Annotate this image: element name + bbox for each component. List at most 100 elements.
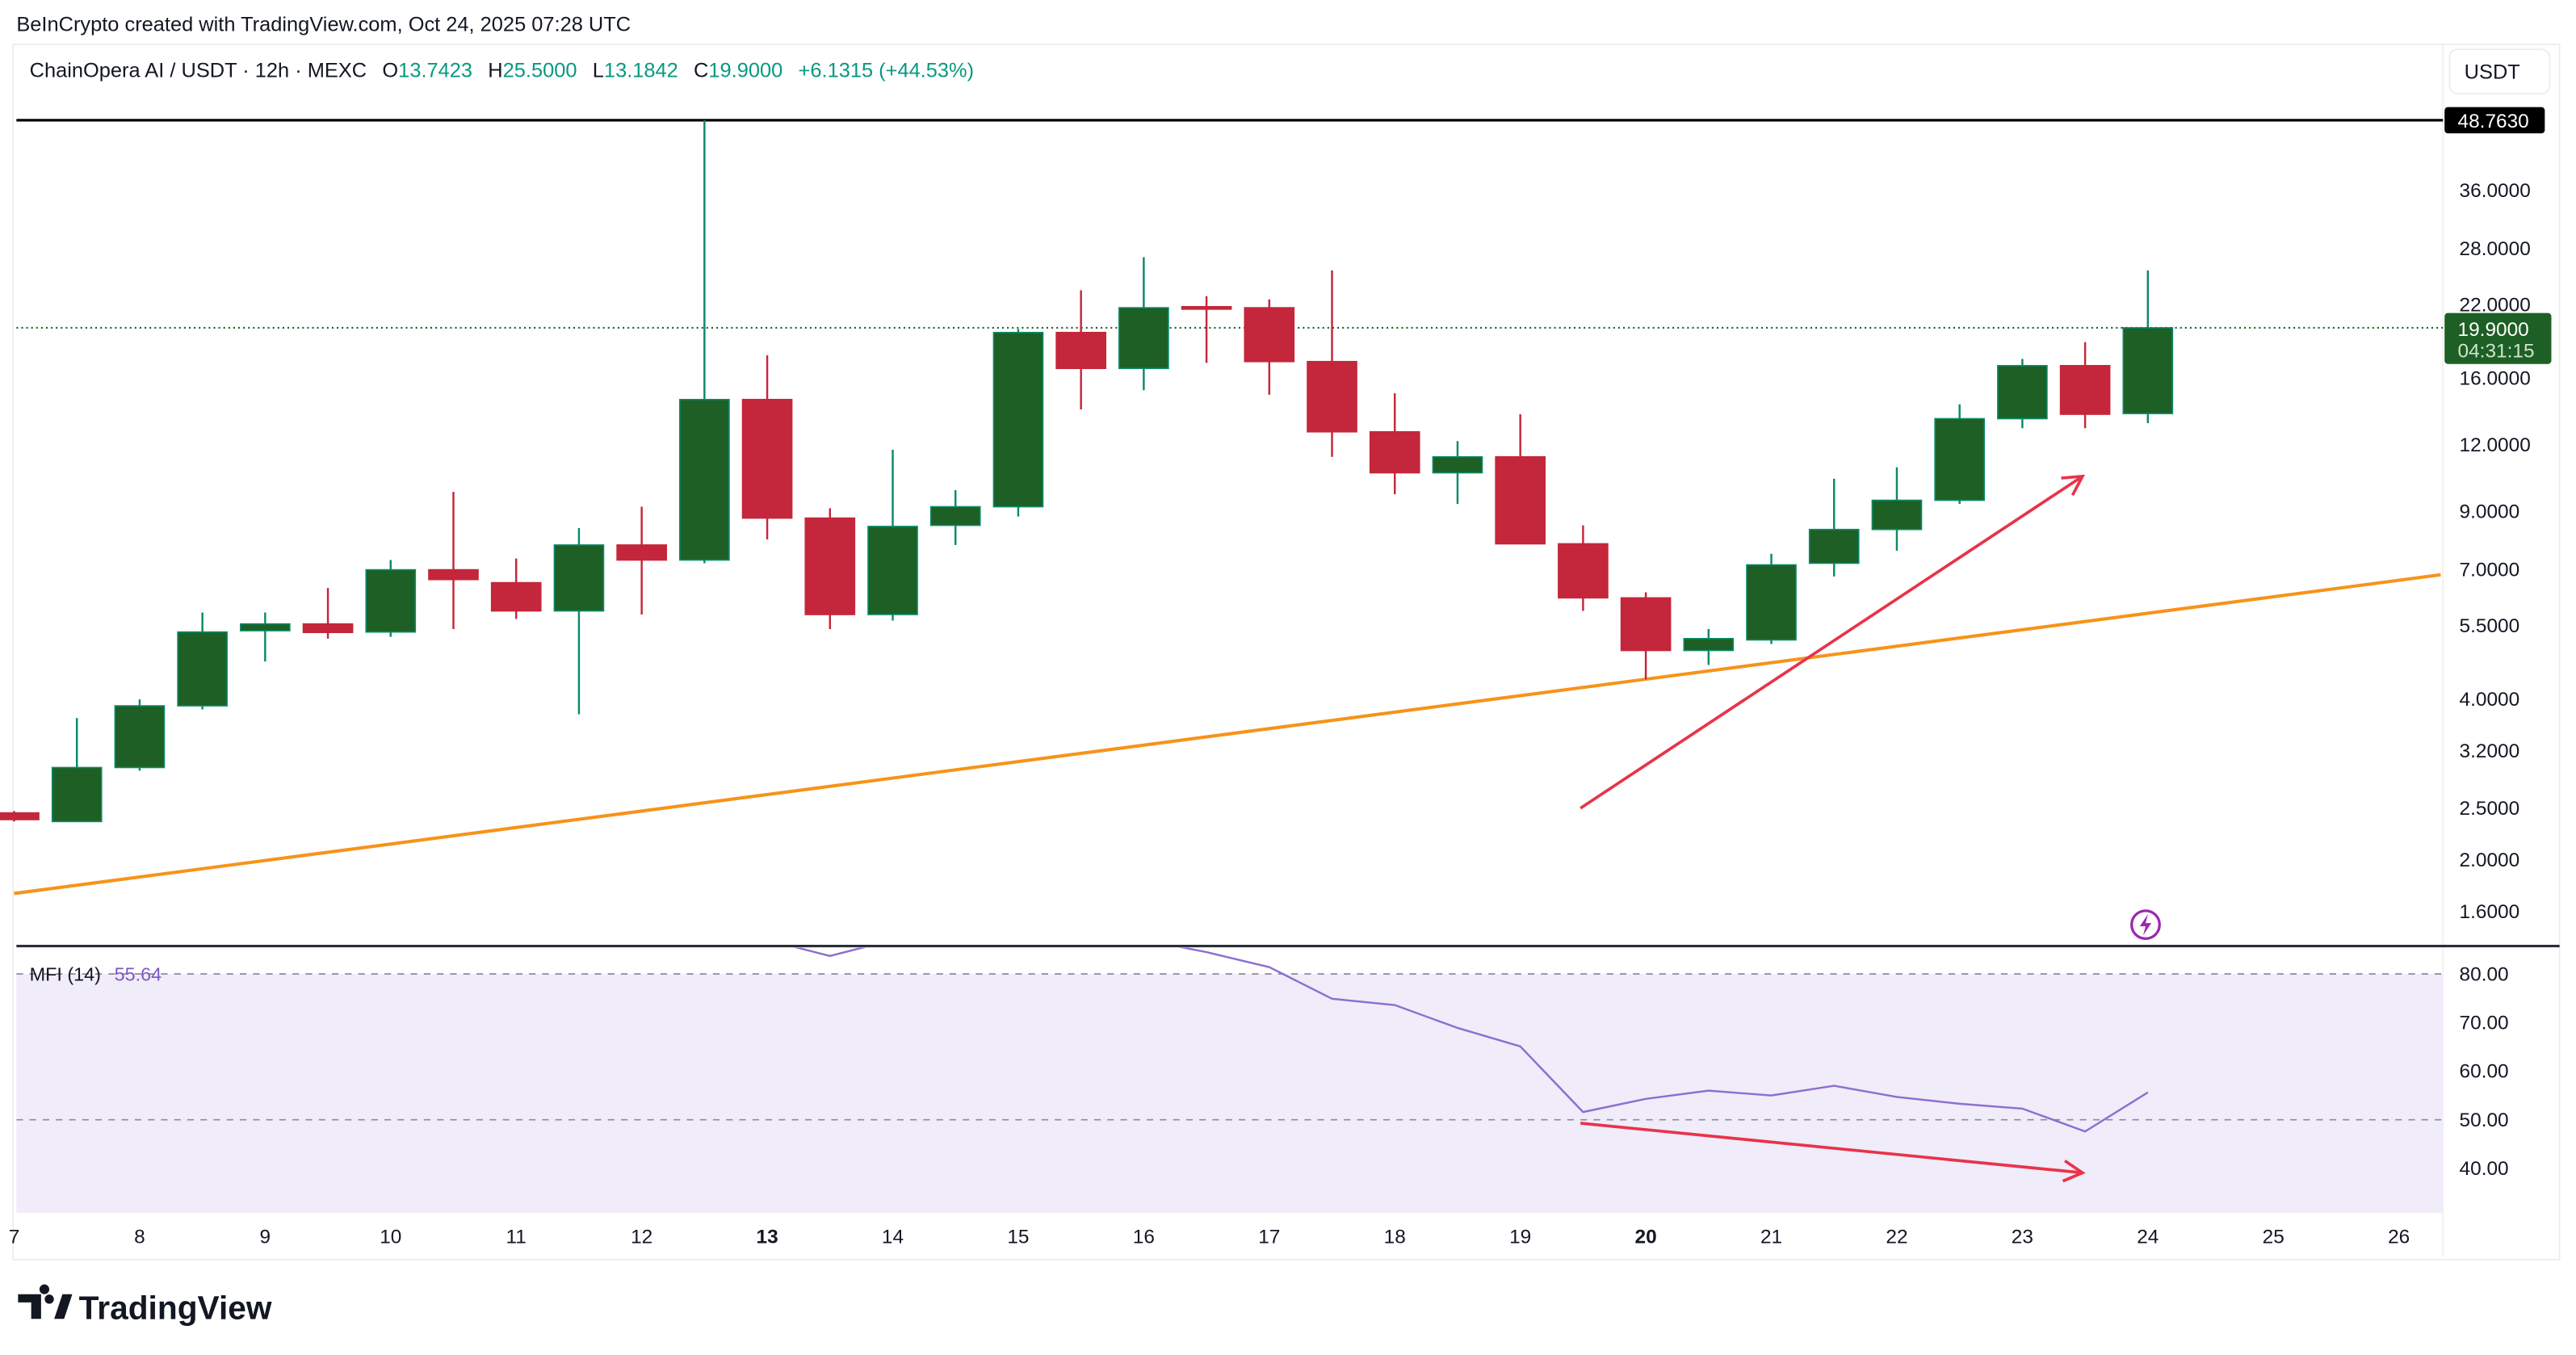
candle-down bbox=[804, 508, 856, 629]
candle-down bbox=[1620, 592, 1672, 680]
time-tick-label: 10 bbox=[380, 1227, 401, 1248]
time-tick-label: 20 bbox=[1635, 1227, 1657, 1248]
currency-button[interactable]: USDT bbox=[2448, 48, 2551, 94]
candle-up bbox=[679, 120, 730, 564]
candle-body bbox=[1495, 455, 1546, 545]
candle-down bbox=[1495, 414, 1546, 545]
candle-down bbox=[1244, 299, 1295, 395]
open-value: 13.7423 bbox=[398, 60, 472, 82]
time-tick-label: 14 bbox=[882, 1227, 904, 1248]
candle-body bbox=[1055, 331, 1106, 370]
tradingview-logo[interactable]: TradingView bbox=[18, 1284, 272, 1327]
low-value: 13.1842 bbox=[604, 60, 678, 82]
time-tick-label: 21 bbox=[1760, 1227, 1782, 1248]
candle-body bbox=[1746, 564, 1797, 641]
candle-body bbox=[302, 623, 354, 634]
symbol-label: ChainOpera AI / USDT · 12h · MEXC bbox=[30, 60, 367, 82]
mfi-value: 55.64 bbox=[115, 963, 162, 984]
candle-up bbox=[51, 718, 103, 823]
price-tick-label: 2.5000 bbox=[2460, 798, 2520, 820]
candle-up bbox=[1683, 628, 1735, 665]
mfi-band bbox=[16, 974, 2444, 1213]
price-tick-label: 12.0000 bbox=[2460, 434, 2531, 456]
candle-up bbox=[1997, 359, 2048, 429]
mfi-tick-label: 40.00 bbox=[2460, 1158, 2509, 1180]
candle-down bbox=[2059, 342, 2111, 429]
time-tick-label: 13 bbox=[757, 1227, 778, 1248]
price-tick-label: 16.0000 bbox=[2460, 368, 2531, 390]
candle-up bbox=[2122, 270, 2174, 424]
candle-body bbox=[1369, 430, 1420, 474]
candle-down bbox=[741, 355, 793, 540]
close-value: 19.9000 bbox=[708, 60, 782, 82]
mfi-tick-label: 50.00 bbox=[2460, 1110, 2509, 1131]
candle-body bbox=[867, 526, 918, 615]
svg-text:USDT: USDT bbox=[2465, 61, 2520, 84]
candle-body bbox=[1181, 305, 1232, 310]
time-tick-label: 24 bbox=[2137, 1227, 2159, 1248]
candle-body bbox=[1118, 307, 1169, 370]
candle-body bbox=[1307, 360, 1357, 433]
candle-body bbox=[1683, 638, 1735, 652]
candle-body bbox=[553, 544, 605, 612]
candle-up bbox=[553, 527, 605, 715]
candle-body bbox=[240, 623, 291, 631]
candle-up bbox=[1118, 257, 1169, 391]
time-tick-label: 17 bbox=[1258, 1227, 1280, 1248]
candle-up bbox=[867, 450, 918, 621]
credit-text: BeInCrypto created with TradingView.com,… bbox=[16, 14, 631, 36]
candle-up bbox=[177, 612, 228, 710]
lightning-icon[interactable] bbox=[2130, 909, 2161, 941]
price-tick-label: 4.0000 bbox=[2460, 689, 2520, 711]
time-tick-label: 7 bbox=[9, 1227, 20, 1248]
candle-down bbox=[1558, 525, 1609, 611]
arrow-head bbox=[2061, 474, 2086, 497]
candle-down bbox=[1055, 290, 1106, 409]
candle-up bbox=[1746, 553, 1797, 644]
candle-body bbox=[1997, 364, 2048, 420]
trendline[interactable] bbox=[14, 573, 2441, 896]
time-tick-label: 23 bbox=[2012, 1227, 2033, 1248]
time-tick-label: 18 bbox=[1384, 1227, 1406, 1248]
candle-body bbox=[929, 506, 981, 526]
arrow-shaft bbox=[1580, 1122, 2083, 1175]
time-tick-label: 26 bbox=[2388, 1227, 2410, 1248]
price-tick-label: 28.0000 bbox=[2460, 238, 2531, 260]
candle-body bbox=[992, 331, 1044, 508]
candle-body bbox=[1558, 543, 1609, 599]
candle-up bbox=[1871, 467, 1923, 551]
candle-body bbox=[679, 398, 730, 561]
time-tick-label: 9 bbox=[260, 1227, 271, 1248]
candle-down bbox=[0, 811, 40, 822]
time-tick-label: 25 bbox=[2263, 1227, 2284, 1248]
price-arrow[interactable] bbox=[1580, 474, 2086, 810]
mfi-line bbox=[793, 947, 2149, 1133]
price-tick-label: 2.0000 bbox=[2460, 849, 2520, 871]
candle-body bbox=[1244, 307, 1295, 363]
candle-up bbox=[1934, 404, 1986, 505]
candle-body bbox=[1934, 417, 1986, 501]
mfi-tick-label: 80.00 bbox=[2460, 963, 2509, 985]
candle-body bbox=[741, 398, 793, 519]
chart-legend: ChainOpera AI / USDT · 12h · MEXC O13.74… bbox=[30, 60, 974, 82]
bar-countdown: 04:31:15 bbox=[2458, 341, 2535, 363]
price-tick-label: 1.6000 bbox=[2460, 901, 2520, 923]
time-tick-label: 12 bbox=[631, 1227, 652, 1248]
candle-body bbox=[804, 517, 856, 615]
mfi-arrow[interactable] bbox=[1580, 1122, 2086, 1183]
candle-body bbox=[0, 812, 40, 820]
candle-body bbox=[490, 581, 542, 612]
candle-body bbox=[1808, 528, 1860, 564]
candle-up bbox=[992, 329, 1044, 517]
mfi-tick-label: 70.00 bbox=[2460, 1012, 2509, 1034]
price-tick-label: 5.5000 bbox=[2460, 615, 2520, 637]
candle-down bbox=[302, 588, 354, 639]
price-tick-label: 36.0000 bbox=[2460, 180, 2531, 202]
mfi-legend: MFI (14) 55.64 bbox=[30, 963, 162, 984]
high-value: 25.5000 bbox=[503, 60, 577, 82]
candle-body bbox=[2122, 327, 2174, 414]
candle-body bbox=[114, 705, 166, 769]
price-tick-label: 3.2000 bbox=[2460, 740, 2520, 762]
candle-up bbox=[240, 612, 291, 662]
candle-body bbox=[428, 568, 479, 581]
